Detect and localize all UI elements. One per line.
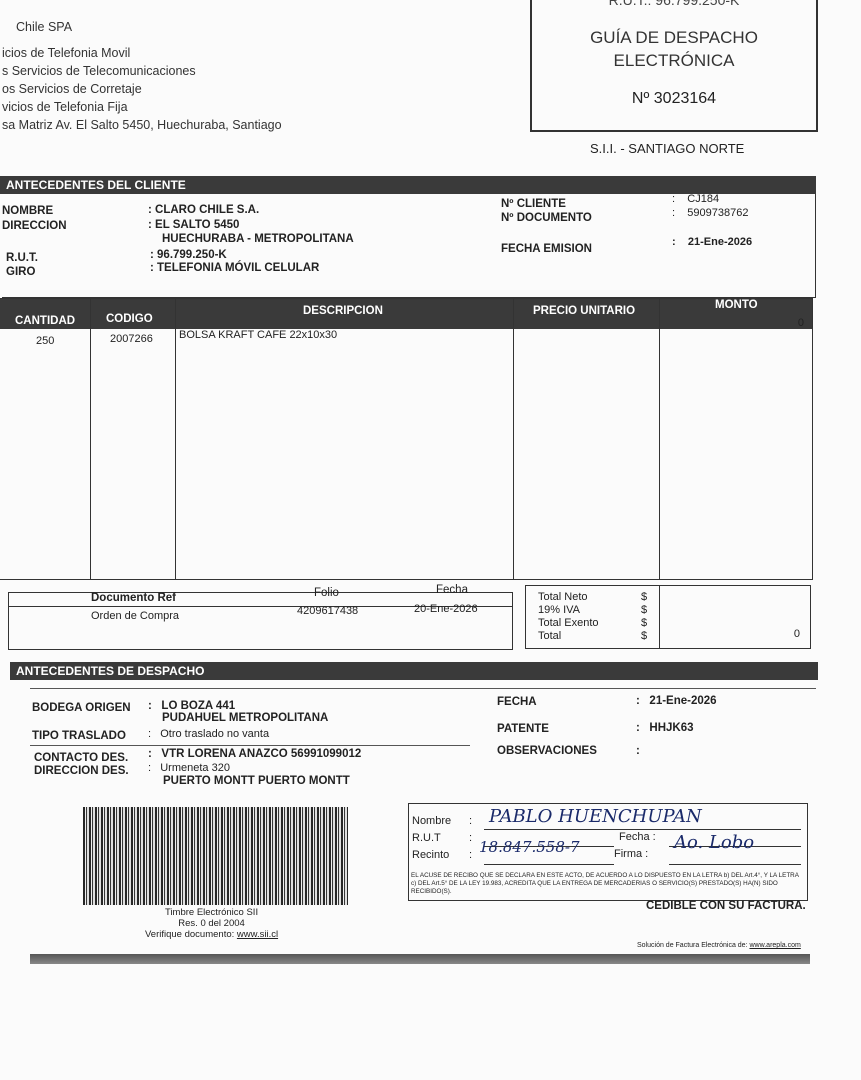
- direccion-value-2: HUECHURABA - METROPOLITANA: [162, 233, 354, 245]
- receipt-fecha-label: Fecha :: [619, 831, 656, 843]
- ref-col-doc: Documento Ref: [91, 592, 176, 604]
- total-value: 0: [793, 628, 800, 640]
- row-codigo: 2007266: [110, 333, 153, 345]
- fecha-emision-label: FECHA EMISION: [501, 243, 592, 255]
- cliente-value: CJ184: [687, 193, 720, 205]
- footer-link[interactable]: www.arepla.com: [749, 942, 801, 949]
- col-cantidad: CANTIDAD: [15, 315, 76, 327]
- documento-value: 5909738762: [687, 207, 749, 219]
- col-monto: MONTO: [715, 299, 758, 311]
- document-header-box: R.U.T.: 96.799.250-K GUÍA DE DESPACHO EL…: [530, 0, 818, 132]
- despacho-fecha-label: FECHA: [497, 696, 537, 708]
- handwritten-name: PABLO HUENCHUPAN: [489, 806, 702, 827]
- receipt-nombre-label: Nombre: [412, 815, 452, 827]
- contacto-value: VTR LORENA ANAZCO 56991099012: [161, 748, 362, 760]
- issuer-line: os Servicios de Corretaje: [2, 82, 142, 96]
- col-descripcion: DESCRIPCION: [303, 305, 383, 317]
- tipo-label: TIPO TRASLADO: [32, 730, 126, 742]
- doc-title-1: GUÍA DE DESPACHO: [590, 28, 758, 47]
- col-precio: PRECIO UNITARIO: [533, 305, 636, 317]
- row-monto: 0: [797, 317, 804, 329]
- issuer-line: icios de Telefonia Movil: [2, 46, 131, 60]
- issuer-line: s Servicios de Telecomunicaciones: [2, 64, 196, 78]
- issuer-line: vicios de Telefonia Fija: [2, 100, 128, 114]
- neto-label: Total Neto: [538, 591, 588, 603]
- currency: $: [641, 591, 648, 603]
- bodega-label: BODEGA ORIGEN: [32, 702, 131, 714]
- client-box: [2, 194, 816, 298]
- sii-link[interactable]: www.sii.cl: [236, 929, 279, 940]
- receipt-legal-text: EL ACUSE DE RECIBO QUE SE DECLARA EN EST…: [411, 872, 799, 895]
- timbre-line-1: Timbre Electrónico SII: [164, 907, 259, 918]
- patente-label: PATENTE: [497, 723, 549, 735]
- reference-table: Documento Ref Folio Fecha Orden de Compr…: [8, 584, 513, 650]
- receipt-box: Nombre R.U.T Recinto ::: Fecha : Firma :…: [408, 803, 808, 901]
- receipt-recinto-label: Recinto: [412, 849, 450, 861]
- currency: $: [641, 630, 648, 642]
- client-section-header: ANTECEDENTES DEL CLIENTE: [0, 176, 816, 194]
- direccion-des-value-2: PUERTO MONTT PUERTO MONTT: [163, 775, 350, 787]
- total-label: Total: [538, 630, 562, 642]
- giro-label: GIRO: [6, 266, 36, 278]
- handwritten-signature: Ao. Lobo: [674, 832, 755, 853]
- ref-doc: Orden de Compra: [91, 610, 180, 622]
- doc-title-2: ELECTRÓNICA: [613, 51, 735, 70]
- timbre-barcode: [83, 807, 348, 905]
- direccion-value-1: EL SALTO 5450: [155, 219, 240, 231]
- sii-office: S.I.I. - SANTIAGO NORTE: [590, 141, 745, 156]
- issuer-rut: R.U.T.: 96.799.250-K: [608, 0, 740, 8]
- footer-text: Solución de Factura Electrónica de:: [637, 942, 750, 949]
- direccion-label: DIRECCION: [2, 220, 67, 232]
- client-section-title: ANTECEDENTES DEL CLIENTE: [6, 178, 186, 192]
- issuer-line: sa Matriz Av. El Salto 5450, Huechuraba,…: [2, 118, 282, 132]
- issuer-block: Chile SPA icios de Telefonia Movil s Ser…: [2, 18, 282, 134]
- receipt-firma-label: Firma :: [614, 848, 649, 860]
- cedible-label: CEDIBLE CON SU FACTURA.: [646, 900, 806, 912]
- giro-value: TELEFONIA MÓVIL CELULAR: [157, 262, 320, 274]
- direccion-des-value-1: Urmeneta 320: [160, 762, 230, 774]
- ref-col-folio: Folio: [314, 587, 339, 599]
- dispatch-section-header: ANTECEDENTES DE DESPACHO: [10, 662, 818, 680]
- items-table: CANTIDAD CODIGO DESCRIPCION PRECIO UNITA…: [0, 298, 813, 580]
- row-descripcion: BOLSA KRAFT CAFE 22x10x30: [179, 329, 338, 341]
- dispatch-section-title: ANTECEDENTES DE DESPACHO: [16, 664, 205, 678]
- receipt-rut-label: R.U.T: [412, 832, 441, 844]
- bodega-value-1: LO BOZA 441: [161, 700, 236, 712]
- rut-label: R.U.T.: [6, 252, 38, 264]
- fecha-emision-value: 21-Ene-2026: [687, 236, 753, 248]
- ref-fecha: 20-Ene-2026: [414, 603, 478, 615]
- patente-value: HHJK63: [649, 722, 694, 734]
- nombre-value: CLARO CHILE S.A.: [155, 204, 260, 216]
- cliente-label: Nº CLIENTE: [501, 198, 566, 210]
- bodega-value-2: PUDAHUEL METROPOLITANA: [162, 712, 329, 724]
- exento-label: Total Exento: [538, 617, 599, 629]
- nombre-label: NOMBRE: [2, 205, 54, 217]
- timbre-line-2: Res. 0 del 2004: [178, 918, 245, 929]
- direccion-des-label: DIRECCION DES.: [34, 765, 129, 777]
- despacho-fecha-value: 21-Ene-2026: [649, 695, 717, 707]
- observaciones-label: OBSERVACIONES: [497, 745, 597, 757]
- row-cantidad: 250: [36, 335, 55, 347]
- col-codigo: CODIGO: [106, 313, 153, 325]
- handwritten-rut: 18.847.558-7: [479, 838, 580, 856]
- ref-col-fecha: Fecha: [436, 584, 468, 596]
- doc-number: Nº 3023164: [631, 90, 717, 107]
- footer-bar: [30, 954, 810, 964]
- timbre-text: Timbre Electrónico SII Res. 0 del 2004 V…: [145, 907, 278, 940]
- ref-folio: 4209617438: [297, 605, 359, 617]
- rut-value: 96.799.250-K: [157, 249, 227, 261]
- currency: $: [641, 604, 648, 616]
- contacto-label: CONTACTO DES.: [34, 752, 129, 764]
- issuer-name: Chile SPA: [16, 20, 73, 34]
- tipo-value: Otro traslado no vanta: [160, 728, 270, 740]
- documento-label: Nº DOCUMENTO: [501, 212, 592, 224]
- timbre-line-3: Verifique documento:: [145, 929, 237, 940]
- iva-label: 19% IVA: [538, 604, 580, 616]
- totals-box: Total Neto 19% IVA Total Exento Total $ $…: [525, 585, 811, 649]
- currency: $: [641, 617, 648, 629]
